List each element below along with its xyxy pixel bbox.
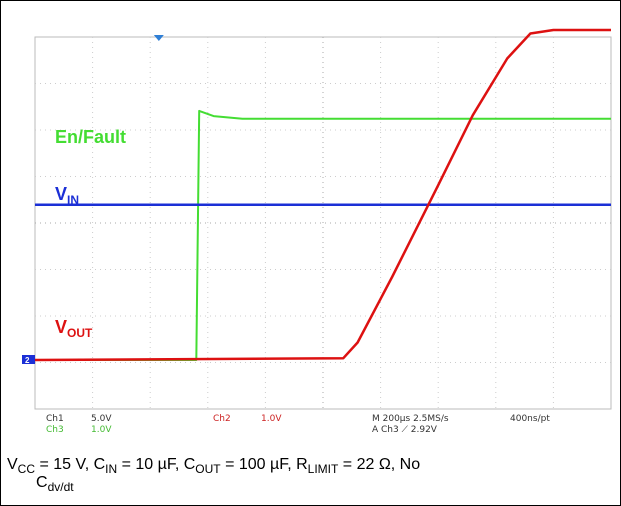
label-vin: VIN: [55, 184, 79, 207]
readout-ch2: Ch2: [213, 414, 231, 424]
label-en-fault: En/Fault: [55, 127, 126, 147]
readout-ch3-scale: 1.0V: [91, 425, 112, 435]
readout-ch3: Ch3: [46, 425, 64, 435]
readout-record: 400ns/pt: [510, 414, 550, 424]
readout-timebase: M 200µs 2.5MS/s: [372, 414, 449, 424]
ground-marker: 2: [22, 355, 35, 365]
readout-ch1-scale: 5.0V: [91, 414, 112, 424]
figure-caption: VCC = 15 V, CIN = 10 µF, COUT = 100 µF, …: [7, 456, 421, 495]
scope-readout: Ch1 5.0V Ch3 1.0V Ch2 1.0V M 200µs 2.5MS…: [46, 414, 550, 435]
traces: [34, 28, 611, 362]
oscilloscope-plot: 2 En/Fault VIN VOUT Ch1 5.0V Ch3 1.0V Ch…: [22, 28, 612, 435]
svg-text:2: 2: [25, 356, 30, 365]
readout-ch2-scale: 1.0V: [261, 414, 282, 424]
label-vout: VOUT: [55, 317, 93, 340]
readout-trigger: A Ch3 ⟋ 2.92V: [372, 425, 438, 435]
readout-ch1: Ch1: [46, 414, 64, 424]
trace-v-out: [34, 28, 611, 362]
trigger-marker: [153, 35, 164, 41]
graticule: [34, 36, 612, 410]
